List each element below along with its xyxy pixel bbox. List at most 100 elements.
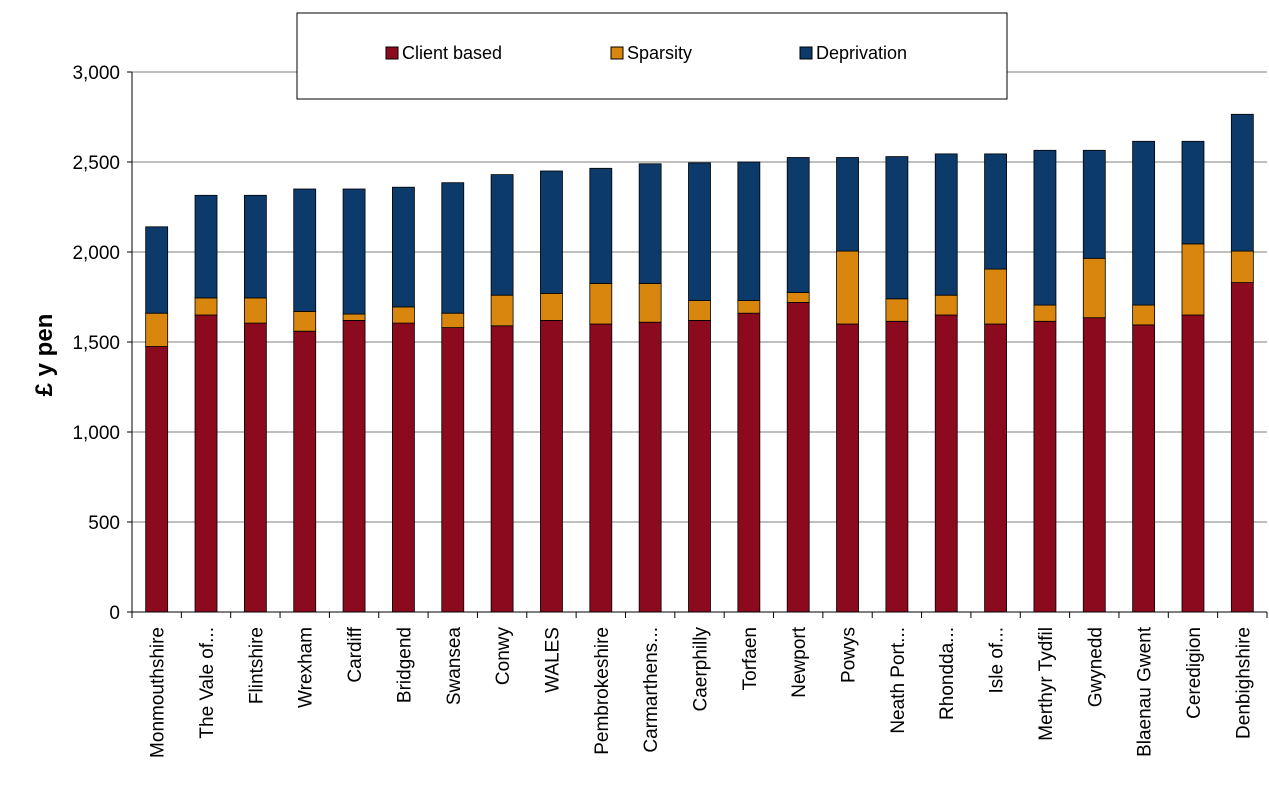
bar-segment-deprivation [194,194,218,299]
x-tick-label: Blaenau Gwent [1135,626,1156,757]
y-tick-label: 0 [109,603,120,624]
y-axis-label: £ y pen [31,314,58,397]
y-tick-label: 500 [88,513,120,534]
x-tick-label: Powys [839,627,860,683]
x-tick-label: Isle of... [987,627,1008,694]
bar-segment-client-based [1181,314,1205,613]
bar-segment-sparsity [194,297,218,316]
bar-segment-client-based [293,330,317,613]
x-tick-label: WALES [542,627,563,693]
bar-segment-client-based [589,323,613,613]
bar-segment-sparsity [1230,250,1254,284]
bar-segment-client-based [638,321,662,613]
y-tick-label: 1,000 [72,423,120,444]
bar-segment-client-based [934,314,958,613]
bar-segment-sparsity [1132,304,1156,326]
bar-segment-sparsity [293,310,317,332]
x-tick-label: Torfaen [740,627,761,690]
x-tick-label: Monmouthshire [148,627,169,758]
legend-swatch [799,46,813,60]
bar-segment-deprivation [243,194,267,299]
bar-segment-sparsity [836,250,859,325]
bar-segment-deprivation [342,188,366,315]
bar-segment-client-based [836,323,859,613]
bar-segment-client-based [1033,320,1057,613]
bar-segment-deprivation [1132,140,1156,306]
x-tick-label: Merthyr Tydfil [1036,627,1057,741]
legend-label: Client based [402,43,502,63]
bar-segment-deprivation [786,157,810,293]
bar-segment-client-based [243,322,267,613]
bar-segment-deprivation [145,226,169,314]
y-tick-label: 2,000 [72,243,120,264]
bar-segment-deprivation [737,161,761,302]
bar-segment-sparsity [589,283,613,325]
bar-segment-sparsity [885,298,909,322]
x-tick-label: Carmarthens... [641,627,662,753]
bar-segment-client-based [490,325,514,613]
bar-segment-deprivation [540,170,563,294]
bar-segment-sparsity [1033,304,1057,322]
bar-segment-deprivation [836,157,859,252]
legend-label: Deprivation [816,43,907,63]
x-tick-label: Rhondda... [937,627,958,720]
bar-segment-deprivation [1181,140,1205,245]
bar-segment-sparsity [688,300,711,321]
bar-segment-client-based [786,301,810,613]
bar-segment-client-based [1132,324,1156,613]
x-tick-labels: Monmouthshire The Vale of... Flintshire Wre… [148,626,1255,758]
x-tick-label: Swansea [444,627,465,706]
bar-segment-deprivation [490,174,514,296]
x-tick-label: Pembrokeshire [592,627,613,755]
x-tick-label: Denbighshire [1233,627,1254,739]
bar-segment-sparsity [392,306,415,324]
bar-segment-client-based [1082,317,1106,613]
y-tick-labels: 0 500 1,000 1,500 2,000 2,500 3,000 [72,63,120,624]
bar-segment-deprivation [688,162,711,301]
bar-segment-sparsity [1181,243,1205,316]
axes [127,71,1268,618]
x-tick-label: Caerphilly [691,627,712,712]
bar-segment-sparsity [786,292,810,303]
bar-segment-deprivation [1230,113,1254,252]
y-tick-label: 3,000 [72,63,120,84]
x-tick-label: Cardiff [345,626,366,682]
bar-segment-sparsity [342,313,366,321]
bar-segment-deprivation [984,153,1007,270]
x-tick-label: Ceredigion [1184,627,1205,719]
x-tick-label: Gwynedd [1085,627,1106,707]
x-tick-label: Flintshire [246,627,267,704]
legend-label: Sparsity [627,43,692,63]
bar-segment-sparsity [243,297,267,324]
bar-segment-deprivation [885,156,909,300]
x-tick-label: Neath Port... [888,627,909,734]
bar-segment-sparsity [934,294,958,316]
x-tick-label: Wrexham [296,627,317,708]
bar-segment-client-based [737,312,761,613]
bar-segment-sparsity [638,283,662,323]
x-tick-label: Conwy [493,627,514,686]
bar-segment-sparsity [1082,257,1106,319]
bar-segment-deprivation [392,186,415,308]
bar-segment-sparsity [540,292,563,321]
bar-segment-sparsity [145,312,169,347]
bar-segment-deprivation [638,163,662,284]
legend-box [296,12,1008,100]
bar-segment-deprivation [293,188,317,312]
bar-segment-client-based [1230,282,1254,613]
x-tick-label: Bridgend [394,627,415,703]
bar-segment-client-based [145,346,169,613]
bar-segment-sparsity [984,268,1007,325]
y-tick-label: 2,500 [72,153,120,174]
bar-segment-deprivation [1082,149,1106,259]
bar-segment-sparsity [490,294,514,327]
legend-swatch [385,46,399,60]
bar-segment-deprivation [441,182,465,314]
bar-segment-client-based [194,314,218,613]
bar-segment-client-based [441,327,465,613]
bar-segment-deprivation [1033,149,1057,306]
x-tick-label: Newport [789,626,810,697]
bar-segment-client-based [984,323,1007,613]
